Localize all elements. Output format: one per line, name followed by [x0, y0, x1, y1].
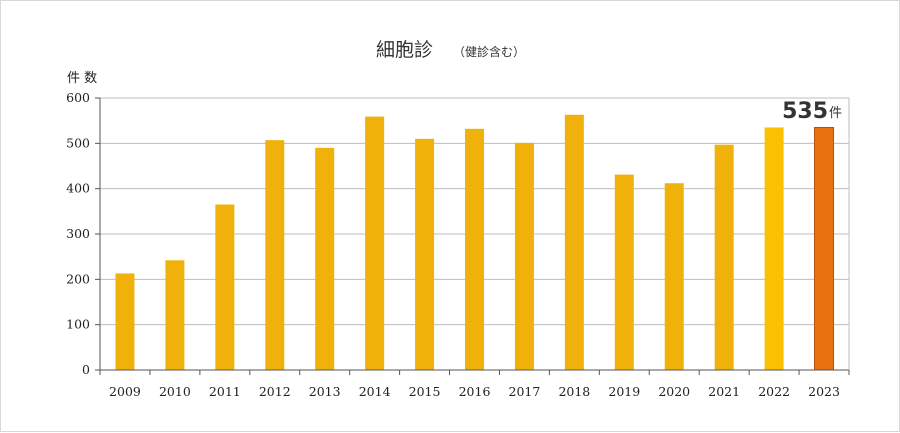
- x-tick-label: 2013: [309, 384, 341, 399]
- bar-2022: [764, 127, 784, 370]
- bar-2012: [265, 140, 285, 370]
- bar-2015: [415, 138, 435, 370]
- y-tick-label: 0: [82, 362, 90, 377]
- x-tick-label: 2014: [359, 384, 391, 399]
- x-tick-label: 2009: [109, 384, 141, 399]
- bar-2021: [714, 144, 734, 370]
- x-tick-label: 2020: [658, 384, 690, 399]
- bar-2020: [664, 183, 684, 370]
- bar-2010: [165, 260, 185, 370]
- x-tick-labels: 2009 2010 2011 2012 2013 2014 2015 2016 2017 2018…: [109, 384, 840, 399]
- x-tick-label: 2022: [758, 384, 790, 399]
- x-tick-label: 2017: [509, 384, 541, 399]
- bar-2019: [614, 174, 634, 370]
- x-tick-label: 2011: [209, 384, 241, 399]
- x-tick-label: 2012: [259, 384, 291, 399]
- y-tick-label: 500: [66, 135, 90, 150]
- x-tick-label: 2018: [558, 384, 590, 399]
- bar-2009: [115, 273, 135, 370]
- highlight-unit-label: 件: [829, 106, 842, 121]
- y-tick-label: 100: [66, 317, 90, 332]
- bar-2011: [215, 204, 235, 370]
- x-tick-label: 2019: [608, 384, 640, 399]
- y-tick-label: 400: [66, 181, 90, 196]
- bar-2014: [365, 116, 385, 370]
- highlight-callout: 535 件: [782, 99, 842, 124]
- x-tick-label: 2010: [159, 384, 191, 399]
- highlight-value-label: 535: [782, 99, 828, 124]
- bar-2016: [465, 128, 484, 370]
- x-tick-label: 2021: [708, 384, 740, 399]
- x-tick-label: 2015: [409, 384, 441, 399]
- y-tick-labels: 0 100 200 300 400 500 600: [66, 90, 90, 377]
- y-tick-label: 300: [66, 226, 90, 241]
- bar-2023: [814, 126, 835, 371]
- x-tick-label: 2023: [808, 384, 840, 399]
- bar-2013: [315, 147, 335, 370]
- chart-title: 細胞診: [376, 39, 433, 61]
- y-tick-label: 600: [66, 90, 90, 105]
- bar-2017: [514, 142, 534, 370]
- bars: [115, 114, 835, 371]
- x-tick-label: 2016: [459, 384, 491, 399]
- axes: [99, 98, 850, 375]
- bar-2018: [564, 114, 584, 370]
- chart-subtitle: （健診含む）: [453, 44, 525, 59]
- y-axis-label: 件 数: [67, 71, 97, 86]
- y-tick-label: 200: [66, 271, 90, 286]
